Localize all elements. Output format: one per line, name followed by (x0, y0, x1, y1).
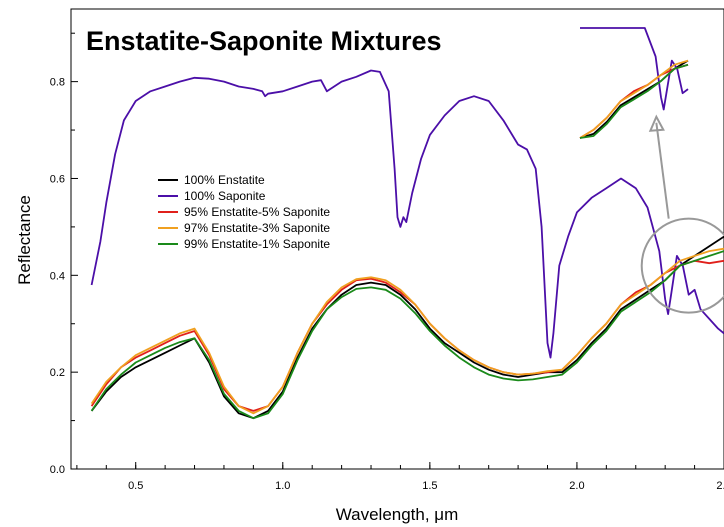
y-tick-label: 0.2 (50, 367, 65, 379)
y-tick-label: 0.4 (50, 270, 65, 282)
zoom-arrow (655, 122, 670, 219)
y-tick-label: 0.8 (50, 77, 65, 89)
x-tick-label: 1.0 (275, 480, 290, 492)
series-line-97-enstatite-3-saponite (90, 247, 724, 415)
y-tick-label: 0.0 (50, 464, 65, 476)
legend-label-99-enstatite-1-saponite: 99% Enstatite-1% Saponite (184, 237, 330, 251)
zoom-circle (640, 217, 724, 314)
zoom-arrowhead (648, 114, 665, 132)
series-line-100-enstatite (90, 235, 724, 420)
plot-frame (70, 8, 724, 470)
series-layer (90, 69, 724, 420)
series-line-95-enstatite-5-saponite (90, 259, 724, 412)
y-ticks: 0.0 0.2 0.4 0.6 0.8 (50, 32, 78, 476)
series-line-100-saponite (90, 69, 724, 359)
x-ticks: 0.5 1.0 1.5 2.0 2.5 (76, 462, 724, 492)
chart-title: Enstatite-Saponite Mixtures (86, 26, 442, 56)
x-tick-label: 2.5 (716, 480, 724, 492)
inset-line-99-enstatite-1-saponite (579, 63, 689, 139)
legend-label-100-saponite: 100% Saponite (184, 189, 266, 203)
y-tick-label: 0.6 (50, 173, 65, 185)
x-tick-label: 0.5 (128, 480, 143, 492)
x-axis-title: Wavelength, μm (336, 505, 459, 524)
legend-label-100-enstatite: 100% Enstatite (184, 173, 265, 187)
legend-label-97-enstatite-3-saponite: 97% Enstatite-3% Saponite (184, 221, 330, 235)
y-axis-title: Reflectance (15, 195, 34, 285)
x-tick-label: 1.5 (422, 480, 437, 492)
x-tick-label: 2.0 (569, 480, 584, 492)
inset-layer (579, 27, 724, 314)
series-line-99-enstatite-1-saponite (90, 250, 724, 420)
legend: 100% Enstatite 100% Saponite 95% Enstatite… (158, 173, 330, 251)
inset-line-97-enstatite-3-saponite (579, 59, 689, 139)
legend-label-95-enstatite-5-saponite: 95% Enstatite-5% Saponite (184, 205, 330, 219)
